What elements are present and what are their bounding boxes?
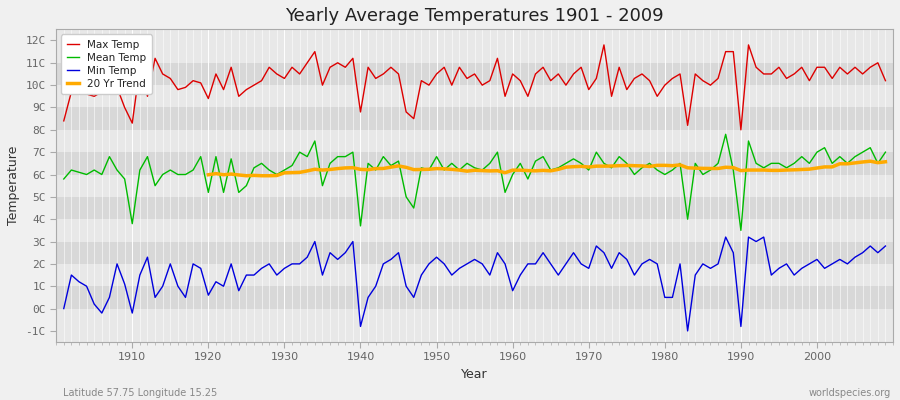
Bar (56, 242, 893, 264)
Line: 20 Yr Trend: 20 Yr Trend (208, 161, 886, 176)
20 Yr Trend (500, 170, 510, 175)
Max Temp (286, 65, 297, 70)
Mean Temp (58, 176, 69, 181)
Bar (56, 264, 893, 286)
Bar (56, 63, 893, 85)
Bar (56, 152, 893, 174)
Mean Temp (286, 163, 297, 168)
Text: Latitude 57.75 Longitude 15.25: Latitude 57.75 Longitude 15.25 (63, 388, 217, 398)
Mean Temp (508, 172, 518, 177)
20 Yr Trend (880, 159, 891, 164)
Mean Temp (332, 154, 343, 159)
20 Yr Trend (598, 164, 609, 168)
Bar (56, 85, 893, 108)
Bar (56, 108, 893, 130)
Mean Temp (598, 161, 609, 166)
Min Temp (500, 262, 510, 266)
Min Temp (682, 328, 693, 333)
Mean Temp (880, 150, 891, 154)
Min Temp (332, 257, 343, 262)
Max Temp (508, 72, 518, 76)
Legend: Max Temp, Mean Temp, Min Temp, 20 Yr Trend: Max Temp, Mean Temp, Min Temp, 20 Yr Tre… (61, 34, 152, 94)
Min Temp (508, 288, 518, 293)
Min Temp (58, 306, 69, 311)
Max Temp (607, 94, 617, 99)
Bar (56, 308, 893, 331)
Mean Temp (119, 176, 130, 181)
Mean Temp (735, 228, 746, 233)
Bar (56, 197, 893, 219)
Mean Temp (720, 132, 731, 137)
Min Temp (119, 282, 130, 286)
Max Temp (119, 105, 130, 110)
Bar (56, 130, 893, 152)
Line: Min Temp: Min Temp (64, 237, 886, 331)
Max Temp (500, 94, 510, 99)
20 Yr Trend (508, 168, 518, 172)
X-axis label: Year: Year (462, 368, 488, 381)
Bar (56, 174, 893, 197)
Bar (56, 219, 893, 242)
Line: Mean Temp: Mean Temp (64, 134, 886, 230)
Text: worldspecies.org: worldspecies.org (809, 388, 891, 398)
Bar (56, 286, 893, 308)
Min Temp (880, 244, 891, 248)
Min Temp (598, 250, 609, 255)
Max Temp (58, 118, 69, 123)
20 Yr Trend (332, 166, 343, 171)
Min Temp (286, 262, 297, 266)
Max Temp (880, 78, 891, 83)
Min Temp (720, 235, 731, 240)
Mean Temp (500, 190, 510, 195)
Title: Yearly Average Temperatures 1901 - 2009: Yearly Average Temperatures 1901 - 2009 (285, 7, 664, 25)
Max Temp (332, 60, 343, 65)
Line: Max Temp: Max Temp (64, 45, 886, 130)
Y-axis label: Temperature: Temperature (7, 146, 20, 225)
Bar (56, 40, 893, 63)
Max Temp (598, 42, 609, 47)
20 Yr Trend (286, 170, 297, 175)
Max Temp (735, 128, 746, 132)
